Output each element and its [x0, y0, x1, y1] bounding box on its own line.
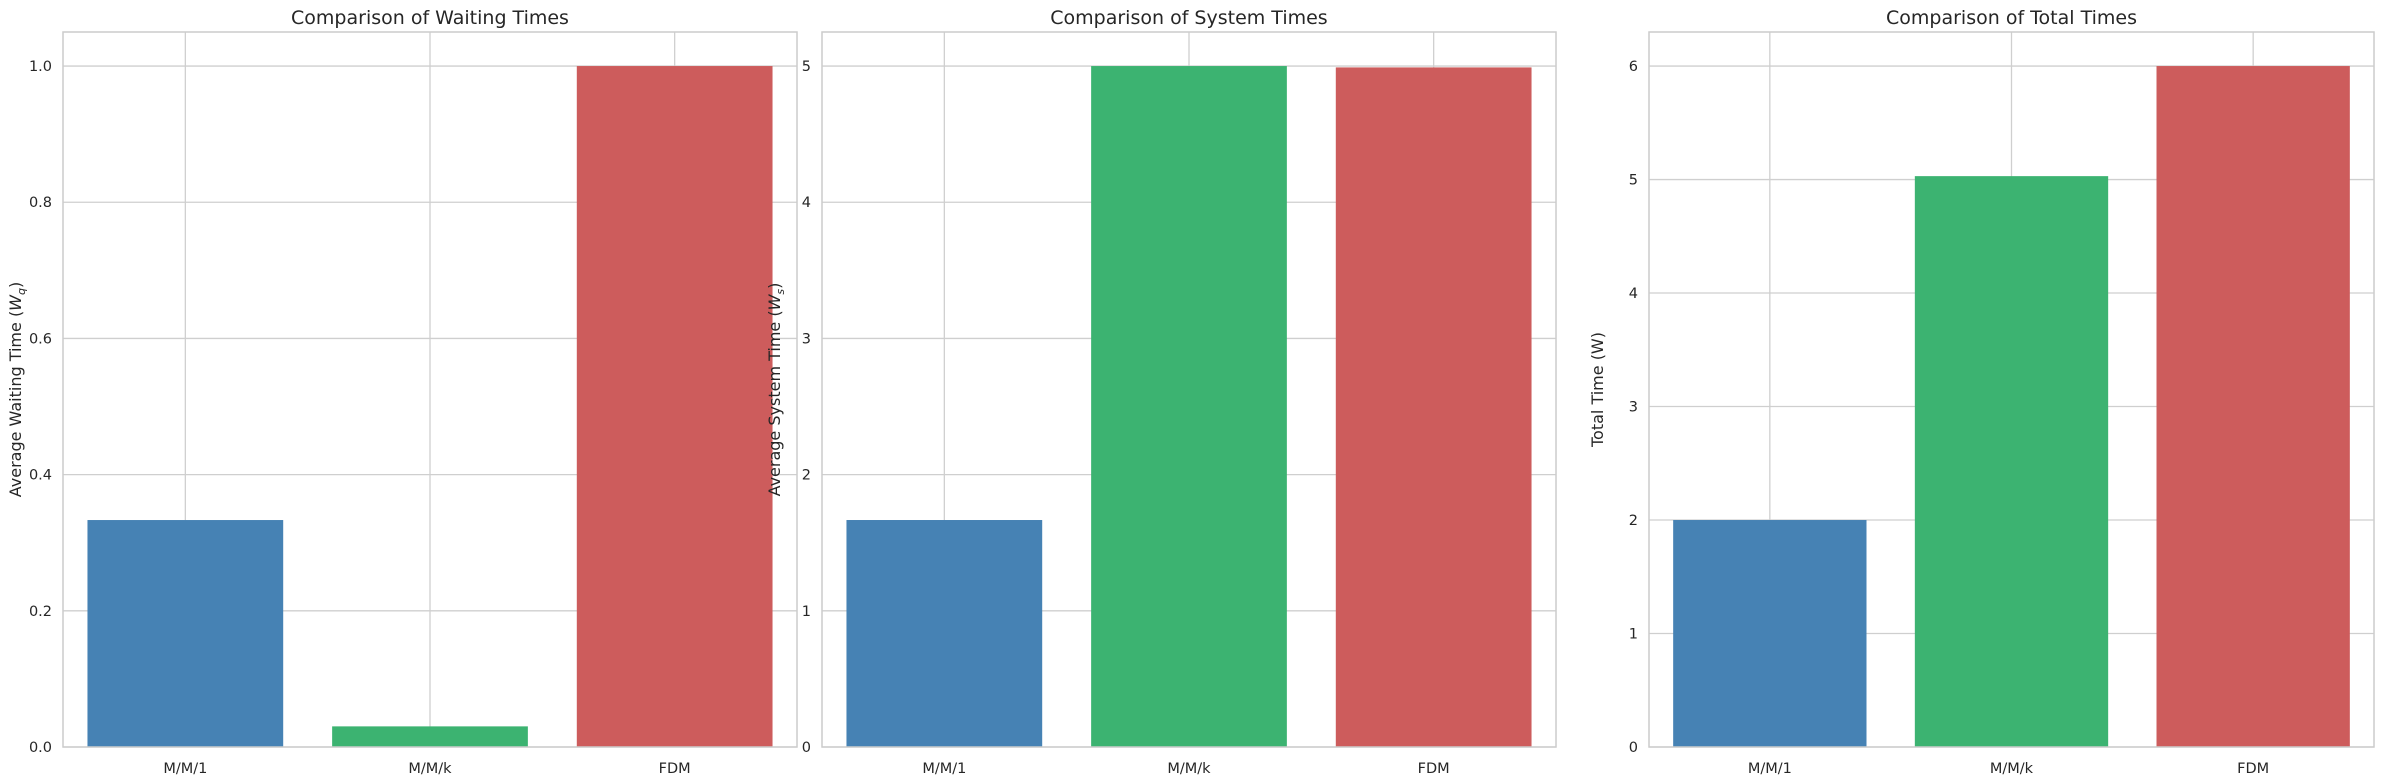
x-tick-label: FDM	[1418, 761, 1450, 777]
y-axis-label: Total Time (W)	[1588, 332, 1607, 448]
axes-frame	[62, 31, 798, 748]
y-tick-label: 0.6	[29, 331, 52, 347]
x-tick-label: FDM	[2237, 761, 2269, 777]
x-tick-label: FDM	[659, 761, 691, 777]
chart-title: Comparison of Total Times	[1886, 7, 2137, 29]
chart-panel-2: 0 1 2 3 4 5 M/M/1 M/M/k FDM Comparison of System …	[765, 7, 1557, 777]
bar-fdm	[2156, 66, 2350, 748]
y-tick-label: 0.2	[29, 604, 52, 620]
chart-panel-3: 0 1 2 3 4 5 6 M/M/1 M/M/k FDM Comparison of Total …	[1588, 7, 2375, 777]
y-tick-label: 1	[1629, 627, 1638, 643]
bar-mm1	[846, 520, 1043, 747]
axes-frame	[1648, 31, 2375, 748]
y-tick-label: 4	[1629, 286, 1638, 302]
y-tick-label: 2	[1629, 513, 1638, 529]
bar-fdm	[1335, 67, 1532, 747]
y-tick-label: 5	[1629, 173, 1638, 189]
axes-frame	[821, 31, 1557, 748]
chart-title: Comparison of System Times	[1050, 7, 1327, 29]
bar-mmk	[332, 726, 528, 747]
x-tick-label: M/M/k	[1167, 761, 1211, 777]
x-tick-label: M/M/k	[1990, 761, 2034, 777]
x-tick-label: M/M/k	[408, 761, 452, 777]
y-tick-label: 6	[1629, 59, 1638, 75]
y-tick-label: 1	[802, 604, 811, 620]
y-tick-label: 0	[1629, 740, 1638, 756]
bar-mmk	[1914, 176, 2109, 748]
x-tick-label: M/M/1	[922, 761, 966, 777]
chart-panel-1: 0.0 0.2 0.4 0.6 0.8 1.0 M/M/1 M/M/k FDM Compariso…	[6, 7, 798, 777]
y-tick-label: 2	[802, 468, 811, 484]
y-axis-label: Average Waiting Time (Wq)	[6, 282, 28, 497]
bar-mm1	[87, 520, 284, 747]
x-tick-label: M/M/1	[1748, 761, 1792, 777]
y-tick-label: 0.4	[29, 468, 52, 484]
y-tick-label: 3	[1629, 400, 1638, 416]
x-tick-label: M/M/1	[163, 761, 207, 777]
chart-title: Comparison of Waiting Times	[291, 7, 569, 29]
y-tick-label: 1.0	[29, 59, 52, 75]
y-tick-label: 3	[802, 331, 811, 347]
y-axis-label: Average System Time (Ws)	[765, 283, 787, 497]
y-tick-label: 0.0	[29, 740, 52, 756]
y-tick-label: 0.8	[29, 195, 52, 211]
y-tick-label: 5	[802, 59, 811, 75]
bar-fdm	[576, 66, 773, 748]
y-tick-label: 4	[802, 195, 811, 211]
bar-mm1	[1673, 520, 1867, 747]
bar-mmk	[1091, 66, 1287, 748]
y-tick-label: 0	[802, 740, 811, 756]
